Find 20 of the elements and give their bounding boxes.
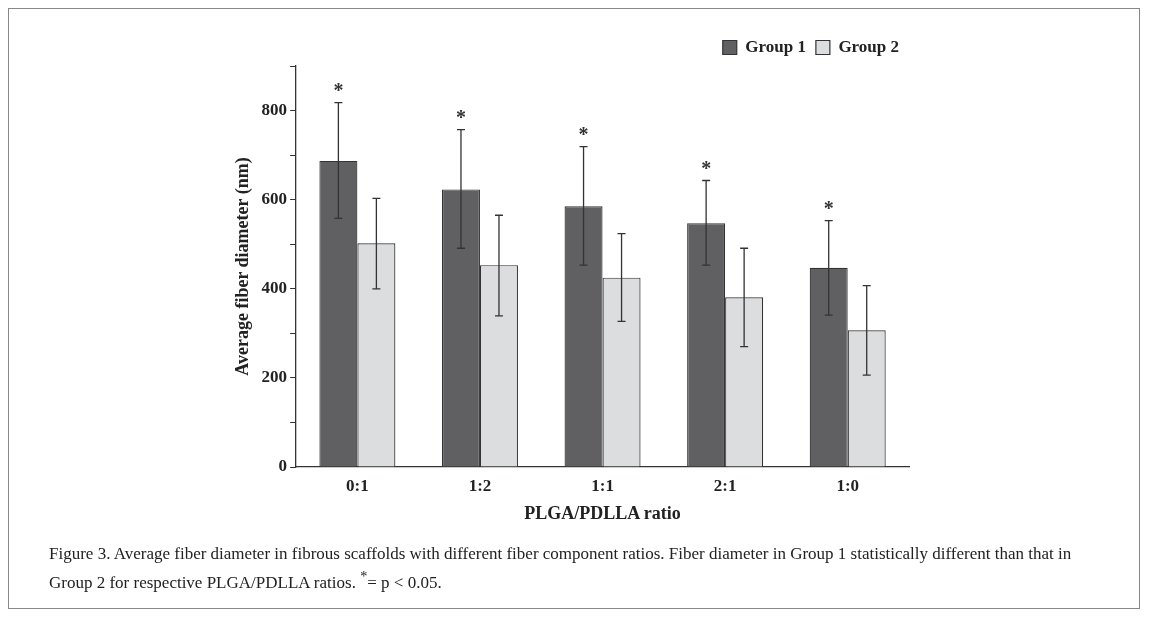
x-tick-label: 0:1 [346, 475, 369, 495]
y-tick-label: 600 [261, 189, 288, 209]
x-axis-title: PLGA/PDLLA ratio [524, 502, 681, 523]
y-tick-label: 400 [261, 278, 288, 298]
annotation: * [823, 196, 834, 219]
annotation: * [701, 156, 712, 179]
caption: Figure 3. Average fiber diameter in fibrous scaffolds with different fiber component ratios. Fiber diameter in Group 1 statistically different than that in Group 2 for respective PLGA/PDLLA ratios. $^{*}$= p < 0.05. [48, 543, 1073, 594]
y-axis-title: Average fiber diameter (nm) [232, 157, 254, 376]
legend-label: Group 1 [745, 36, 806, 56]
y-tick-label: 200 [261, 367, 288, 387]
x-tick-label: 2:1 [713, 475, 737, 495]
y-tick-label: 800 [261, 99, 288, 119]
annotation: * [455, 105, 466, 128]
x-tick-label: 1:1 [591, 475, 614, 495]
legend-label: Group 2 [838, 36, 899, 56]
x-tick-label: 1:0 [836, 475, 860, 495]
annotation: * [578, 122, 589, 145]
annotation: * [333, 78, 344, 101]
x-tick-label: 1:2 [468, 475, 492, 495]
y-tick-label: 0 [278, 456, 288, 476]
